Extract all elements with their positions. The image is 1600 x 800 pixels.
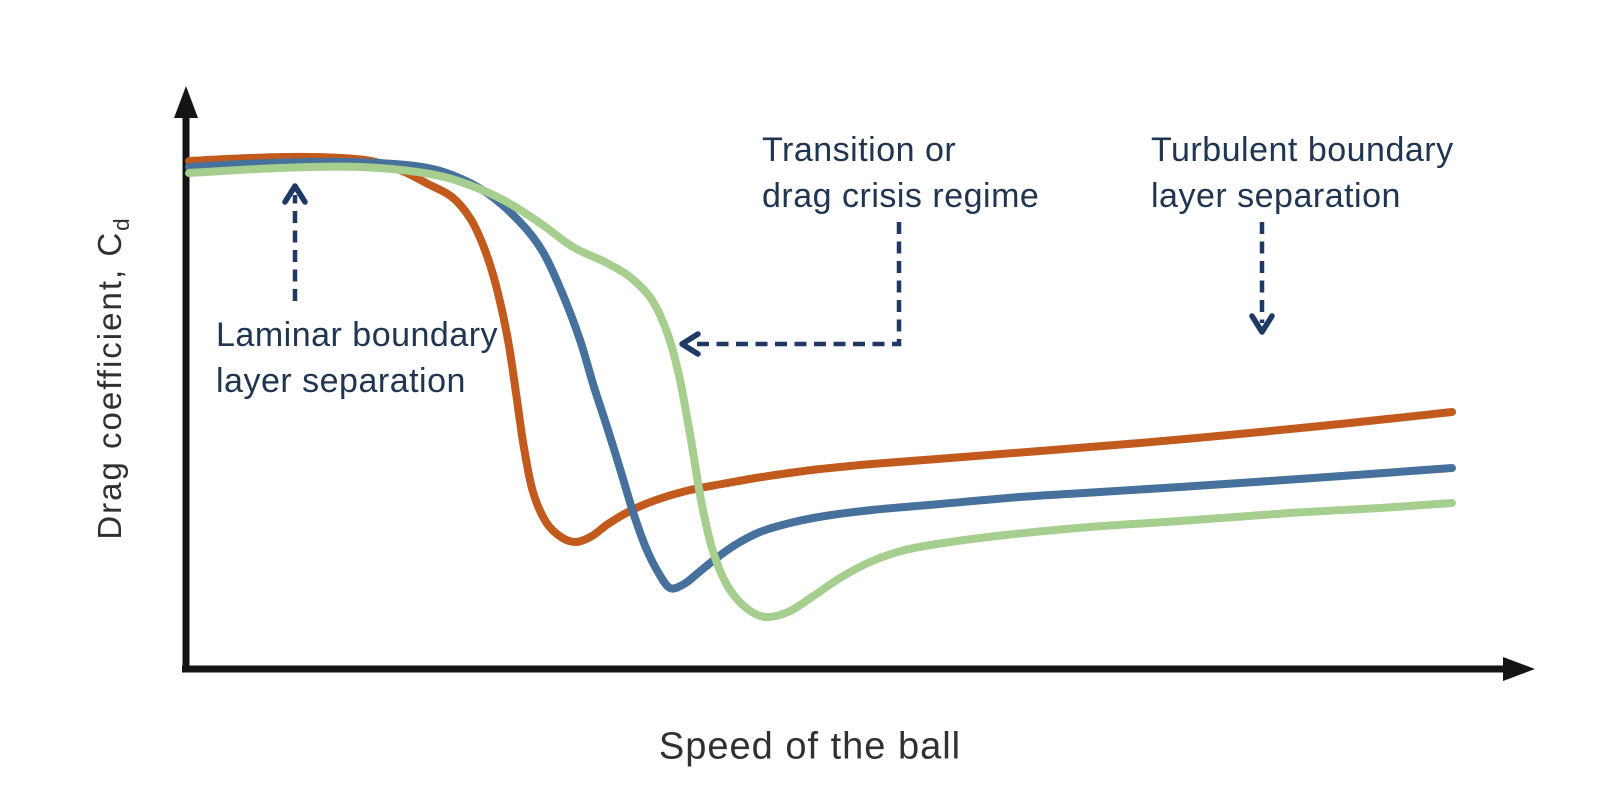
green-curve — [185, 162, 1456, 622]
transition-arrowhead — [679, 331, 701, 357]
x-axis-label-text: Speed of the ball — [658, 725, 962, 768]
orange-curve — [185, 152, 1456, 547]
turbulent-arrowhead — [1249, 313, 1275, 335]
y-axis-label-text: Drag coefficient, C — [91, 230, 129, 540]
y-axis-arrowhead — [174, 86, 198, 118]
transition-arrow-shaft — [691, 222, 902, 347]
annotation-transition-line2: drag crisis regime — [762, 177, 1040, 215]
y-axis-label: Drag coefficient, Cd — [91, 216, 135, 539]
x-axis-label: Speed of the ball — [659, 726, 961, 769]
curves-group — [185, 152, 1456, 622]
annotation-transition-line1: Transition or — [762, 131, 957, 169]
x-axis-arrowhead — [1503, 657, 1535, 681]
annotation-arrows-group — [282, 183, 1275, 357]
laminar-arrowhead — [282, 183, 308, 205]
annotation-transition: Transition or drag crisis regime — [762, 127, 1039, 219]
annotation-turbulent-line1: Turbulent boundary — [1151, 131, 1454, 169]
annotation-turbulent: Turbulent boundary layer separation — [1151, 127, 1454, 219]
annotation-laminar-line2: layer separation — [216, 362, 466, 400]
annotation-turbulent-line2: layer separation — [1151, 177, 1401, 215]
annotation-laminar-line1: Laminar boundary — [216, 316, 499, 354]
y-axis-label-subscript: d — [108, 216, 134, 231]
annotation-laminar: Laminar boundary layer separation — [216, 312, 498, 404]
